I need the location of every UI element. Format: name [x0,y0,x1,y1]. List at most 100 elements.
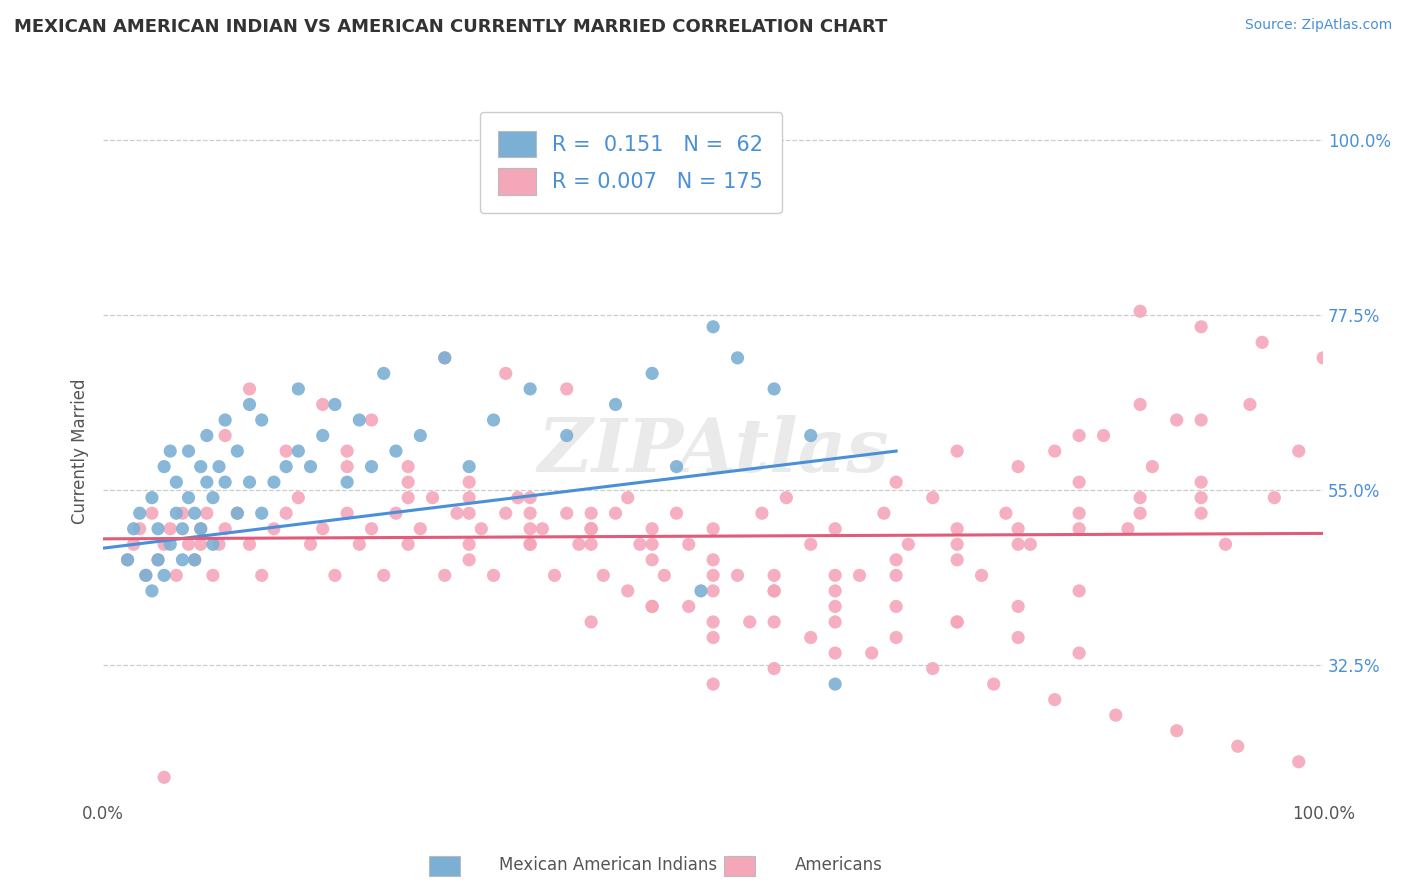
Point [495,367,517,381]
Point [605,506,627,520]
Point [482,413,505,427]
Point [702,583,724,598]
Point [312,522,335,536]
Point [190,522,212,536]
Point [323,568,346,582]
Point [201,491,224,505]
Point [122,537,145,551]
Point [195,428,218,442]
Point [1007,599,1029,614]
Point [824,522,846,536]
Point [1189,475,1212,490]
Point [579,537,602,551]
Point [1069,506,1091,520]
Point [1189,506,1212,520]
Point [336,459,359,474]
Point [1166,723,1188,738]
Point [1288,755,1310,769]
Point [433,351,456,365]
Point [226,444,249,458]
Point [531,522,554,536]
Point [458,491,481,505]
Point [1166,413,1188,427]
Point [763,568,786,582]
Point [983,677,1005,691]
Point [183,506,205,520]
Point [458,459,481,474]
Point [433,568,456,582]
Point [727,568,749,582]
Point [146,522,169,536]
Point [751,506,773,520]
Point [1043,444,1066,458]
Point [208,537,231,551]
Point [299,537,322,551]
Point [652,568,675,582]
Point [1189,491,1212,505]
Point [172,506,194,520]
Point [153,568,176,582]
Point [396,459,419,474]
Point [349,537,371,551]
Point [519,382,541,396]
Point [141,583,163,598]
Point [702,522,724,536]
Point [519,537,541,551]
Point [385,506,408,520]
Point [336,475,359,490]
Point [555,382,578,396]
Point [263,522,285,536]
Point [201,568,224,582]
Point [128,522,150,536]
Point [702,677,724,691]
Point [921,662,943,676]
Point [1019,537,1042,551]
Point [946,553,969,567]
Point [641,599,664,614]
Point [579,522,602,536]
Point [159,444,181,458]
Point [824,583,846,598]
Point [519,491,541,505]
Point [641,522,664,536]
Point [519,537,541,551]
Point [1116,522,1139,536]
Point [1129,491,1152,505]
Point [579,615,602,629]
Point [824,646,846,660]
Point [183,553,205,567]
Point [312,428,335,442]
Point [738,615,761,629]
Point [373,568,395,582]
Point [702,319,724,334]
Point [884,568,907,582]
Point [641,553,664,567]
Point [238,475,260,490]
Point [153,770,176,784]
Point [763,583,786,598]
Point [190,459,212,474]
Point [800,428,823,442]
Point [994,506,1017,520]
Point [946,522,969,536]
Point [190,537,212,551]
Point [250,506,273,520]
Point [276,444,298,458]
Point [409,522,432,536]
Point [458,537,481,551]
Point [763,583,786,598]
Point [884,475,907,490]
Point [641,537,664,551]
Point [1069,522,1091,536]
Point [177,537,200,551]
Point [1092,428,1115,442]
Point [1263,491,1285,505]
Text: MEXICAN AMERICAN INDIAN VS AMERICAN CURRENTLY MARRIED CORRELATION CHART: MEXICAN AMERICAN INDIAN VS AMERICAN CURR… [14,18,887,36]
Point [848,568,870,582]
Point [884,599,907,614]
Point [1007,631,1029,645]
Point [214,413,236,427]
Point [482,568,505,582]
Point [884,631,907,645]
Point [172,522,194,536]
